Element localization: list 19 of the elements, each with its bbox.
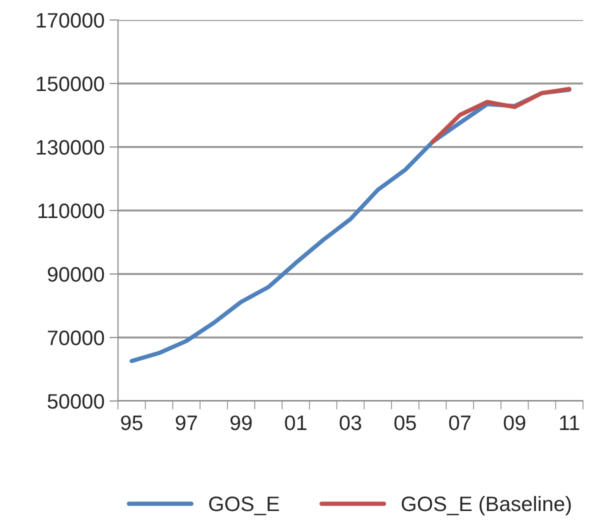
y-tick-label: 150000 <box>36 76 104 92</box>
legend-label: GOS_E <box>209 496 279 516</box>
x-tick-label: 97 <box>176 415 197 430</box>
y-tick-label: 90000 <box>48 267 104 282</box>
y-tick-label: 170000 <box>36 13 104 28</box>
y-tick-label: 50000 <box>48 394 104 409</box>
y-tick-label: 130000 <box>36 140 104 155</box>
x-tick-label: 99 <box>230 415 252 430</box>
x-tick-label: 07 <box>449 415 470 430</box>
x-tick-label: 11 <box>560 416 580 430</box>
x-tick-label: 05 <box>394 415 416 430</box>
x-tick-label: 09 <box>504 415 526 430</box>
line-series <box>430 86 572 144</box>
legend-label: GOS_E (Baseline) <box>402 496 571 516</box>
x-tick-label: 03 <box>340 415 362 430</box>
x-tick-label: 95 <box>121 415 142 430</box>
y-tick-label: 110000 <box>38 204 104 218</box>
x-tick-label: 01 <box>285 415 306 430</box>
y-tick-label: 70000 <box>48 330 104 346</box>
